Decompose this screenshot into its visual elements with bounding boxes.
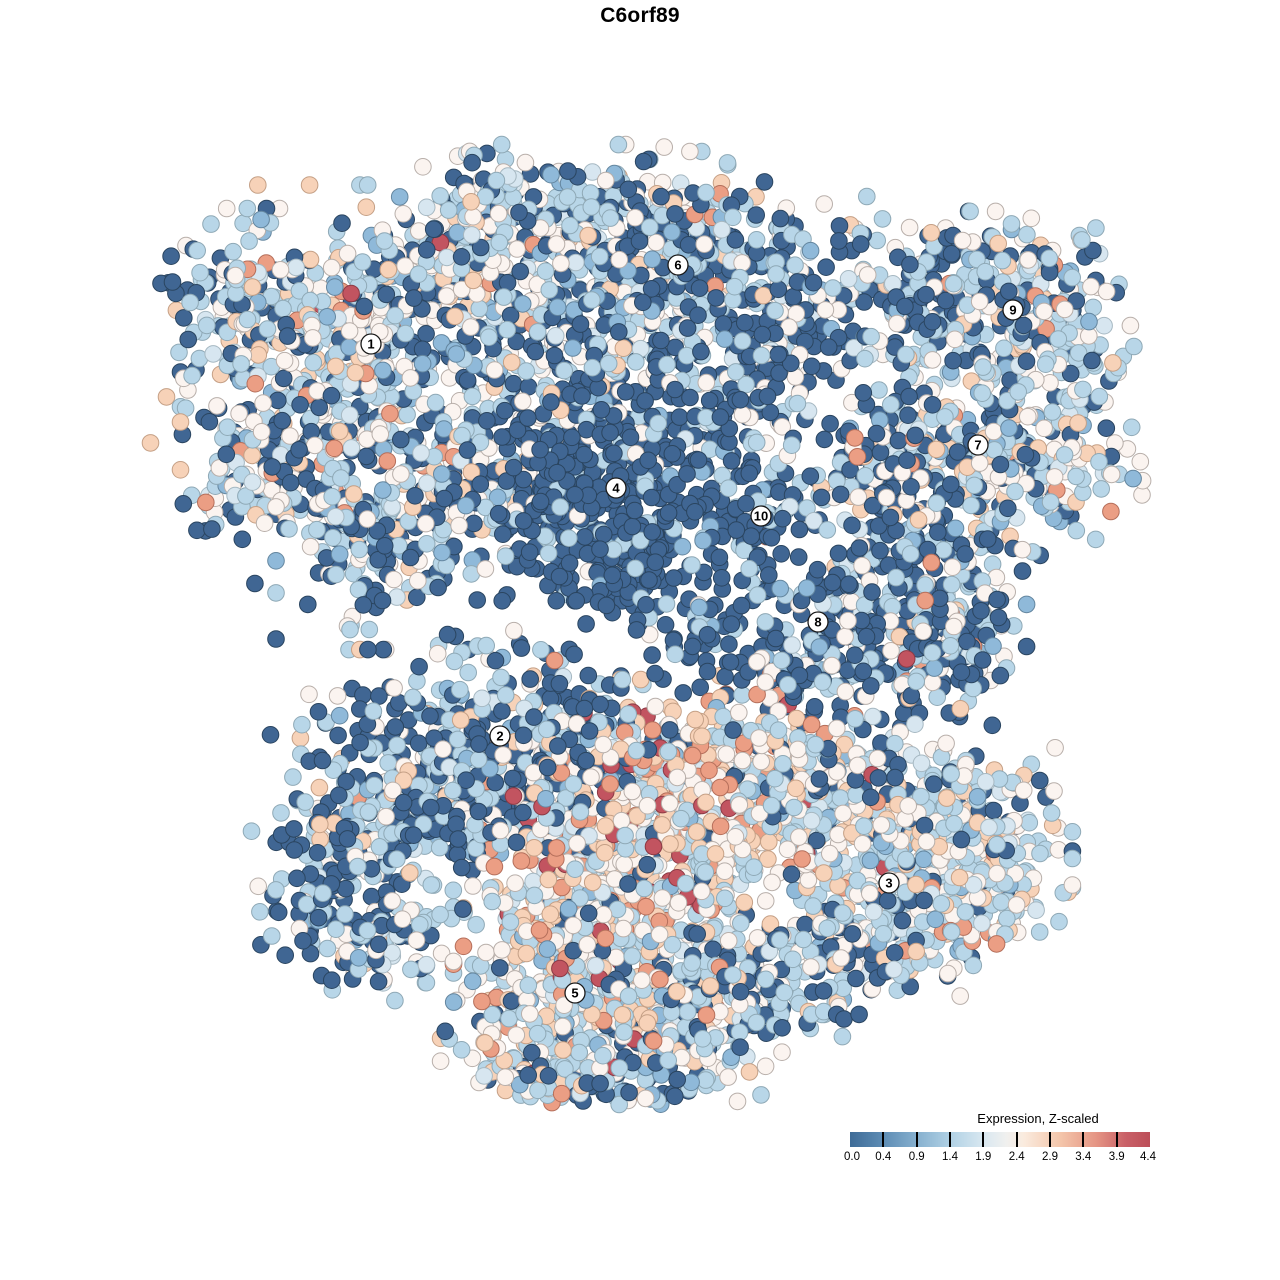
colorbar-tick-label: 0.0 [844,1151,860,1163]
colorbar-tick-label: 2.9 [1042,1151,1058,1163]
cluster-label-4: 4 [605,477,627,499]
colorbar-tick [1115,1132,1118,1147]
colorbar-tick [949,1132,951,1147]
colorbar-tick-label: 0.9 [908,1151,925,1163]
colorbar-tick [1015,1132,1018,1147]
cluster-label-3: 3 [878,872,900,894]
colorbar-tick [882,1132,885,1147]
colorbar-tick [982,1132,985,1147]
cluster-label-8: 8 [807,611,829,633]
colorbar-gradient [850,1132,1150,1147]
cluster-labels: 1 2 3 4 5 6 7 8 9 10 [360,254,1024,1004]
colorbar-tick-label: 3.9 [1108,1151,1125,1163]
cluster-label-1: 1 [360,333,382,355]
plot-title: C6orf89 [600,4,680,27]
cluster-label-2: 2 [489,725,511,747]
colorbar-tick-label: 0.4 [875,1151,892,1163]
cluster-label-5: 5 [564,982,586,1004]
cluster-label-9: 9 [1002,299,1024,321]
colorbar-tick-label: 1.9 [975,1151,992,1163]
data-points [141,135,1152,1114]
colorbar-tick [1082,1132,1085,1147]
colorbar-tick-labels: 0.0 0.4 0.9 1.4 1.9 2.4 2.9 3.4 3.9 4.4 [844,1151,1156,1165]
colorbar-tick [915,1132,918,1147]
cluster-label-7: 7 [967,434,989,456]
colorbar-tick-label: 4.4 [1140,1151,1156,1163]
legend-colorbar-panel: Expression, Z-scaled 0.0 0.4 0.9 1.4 1.9… [844,1111,1156,1171]
colorbar-tick-label: 3.4 [1075,1151,1092,1163]
colorbar-tick-label: 1.4 [942,1151,958,1163]
colorbar-tick-label: 2.4 [1008,1151,1025,1163]
cluster-label-10: 10 [750,505,772,527]
colorbar-tick [1049,1132,1051,1147]
cluster-label-6: 6 [667,254,689,276]
legend-title: Expression, Z-scaled [977,1111,1099,1126]
